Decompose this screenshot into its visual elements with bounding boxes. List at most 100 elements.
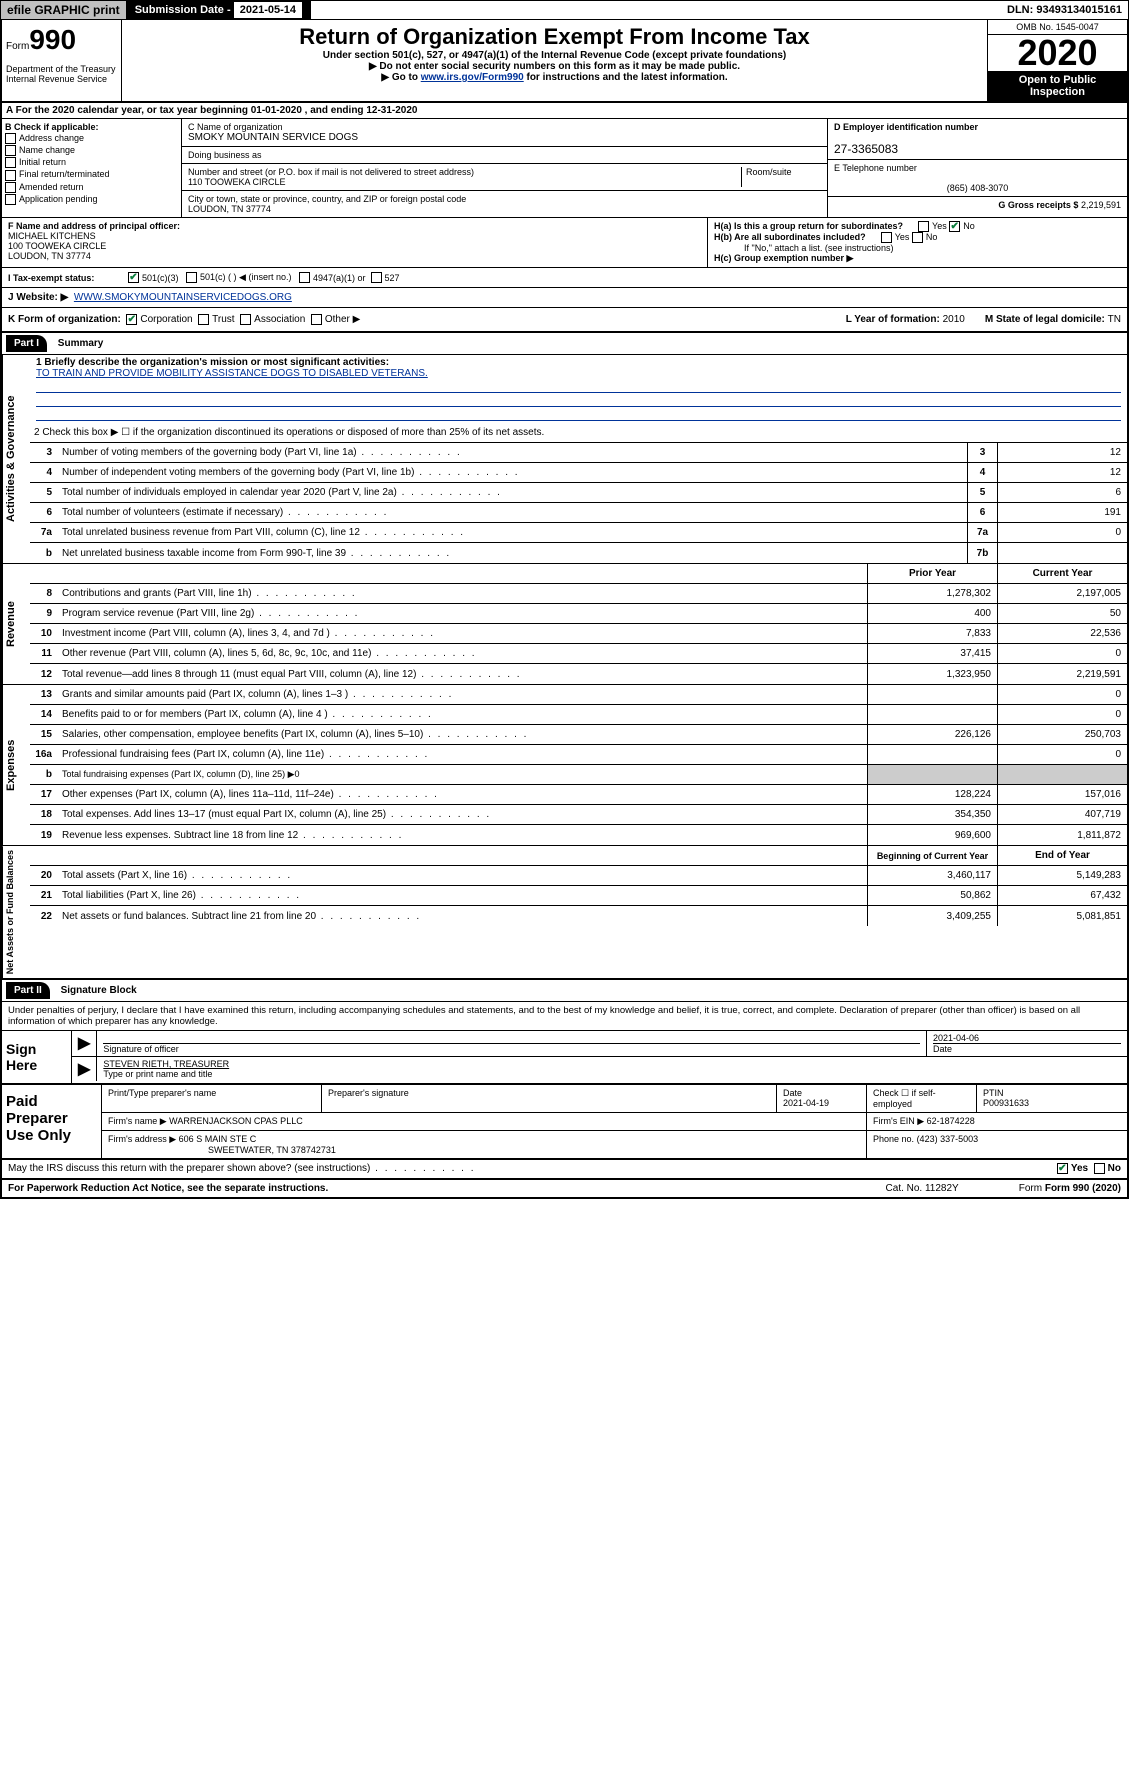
officer-cell: F Name and address of principal officer:… — [2, 218, 707, 267]
line-11: 11Other revenue (Part VIII, column (A), … — [30, 644, 1127, 664]
governance-label: Activities & Governance — [2, 355, 30, 563]
preparer-date-cell: Date2021-04-19 — [777, 1085, 867, 1112]
part1-header: Part I Summary — [0, 333, 1129, 355]
addr-label: Number and street (or P.O. box if mail i… — [188, 167, 474, 177]
firm-ein: 62-1874228 — [927, 1116, 975, 1126]
tax-year: 2020 — [988, 35, 1127, 71]
preparer-sig-hdr: Preparer's signature — [322, 1085, 777, 1112]
preparer-name-hdr: Print/Type preparer's name — [102, 1085, 322, 1112]
line-21: 21Total liabilities (Part X, line 26)50,… — [30, 886, 1127, 906]
cb-other[interactable] — [311, 314, 322, 325]
sig-date: 2021-04-06 — [933, 1033, 979, 1043]
date-hdr: Date — [783, 1088, 802, 1098]
signature-block: Sign Here ▶ Signature of officer 2021-04… — [0, 1030, 1129, 1085]
firm-addr-label: Firm's address ▶ — [108, 1134, 176, 1144]
paid-preparer-block: Paid Preparer Use Only Print/Type prepar… — [0, 1085, 1129, 1160]
org-name: SMOKY MOUNTAIN SERVICE DOGS — [188, 132, 358, 143]
ha-label: H(a) Is this a group return for subordin… — [714, 221, 903, 231]
part1-badge: Part I — [6, 335, 47, 352]
year-formation-label: L Year of formation: — [846, 314, 943, 325]
beginning-year-hdr: Beginning of Current Year — [867, 846, 997, 865]
website-link[interactable]: WWW.SMOKYMOUNTAINSERVICEDOGS.ORG — [74, 292, 292, 303]
revenue-label: Revenue — [2, 564, 30, 684]
cb-initial-return[interactable]: Initial return — [5, 157, 178, 168]
city-label: City or town, state or province, country… — [188, 194, 466, 204]
cb-527[interactable] — [371, 272, 382, 283]
line2-text: 2 Check this box ▶ ☐ if the organization… — [30, 425, 1127, 440]
line-12: 12Total revenue—add lines 8 through 11 (… — [30, 664, 1127, 684]
cb-discuss-yes[interactable] — [1057, 1163, 1068, 1174]
efile-button[interactable]: efile GRAPHIC print — [1, 1, 127, 19]
box-de: D Employer identification number 27-3365… — [827, 119, 1127, 217]
cb-final-return[interactable]: Final return/terminated — [5, 169, 178, 180]
opt-527: 527 — [385, 273, 400, 283]
pra-notice: For Paperwork Reduction Act Notice, see … — [8, 1183, 328, 1194]
sig-date-label: Date — [933, 1043, 1121, 1054]
cb-app-pending[interactable]: Application pending — [5, 194, 178, 205]
cb-discuss-no[interactable] — [1094, 1163, 1105, 1174]
part2-badge: Part II — [6, 982, 50, 999]
cb-501c3[interactable] — [128, 272, 139, 283]
hc-label: H(c) Group exemption number ▶ — [714, 253, 853, 263]
box-b-label: B Check if applicable: — [5, 122, 99, 132]
opt-trust: Trust — [212, 314, 234, 325]
expenses-content: 13Grants and similar amounts paid (Part … — [30, 685, 1127, 845]
form-org-label: K Form of organization: — [8, 314, 121, 325]
line-15: 15Salaries, other compensation, employee… — [30, 725, 1127, 745]
cb-assoc[interactable] — [240, 314, 251, 325]
firm-name: WARRENJACKSON CPAS PLLC — [169, 1116, 303, 1126]
cb-amended[interactable]: Amended return — [5, 182, 178, 193]
org-name-label: C Name of organization — [188, 122, 283, 132]
sign-here-label: Sign Here — [2, 1031, 72, 1083]
firm-name-label: Firm's name ▶ — [108, 1116, 167, 1126]
gross-row: G Gross receipts $ 2,219,591 — [828, 197, 1127, 213]
opt-corp: Corporation — [140, 314, 192, 325]
cb-501c[interactable] — [186, 272, 197, 283]
hb-label: H(b) Are all subordinates included? — [714, 232, 866, 242]
discuss-row: May the IRS discuss this return with the… — [0, 1160, 1129, 1179]
officer-name-cell: STEVEN RIETH, TREASURERType or print nam… — [97, 1057, 1127, 1081]
opt-assoc: Association — [254, 314, 305, 325]
form-subtitle: Under section 501(c), 527, or 4947(a)(1)… — [126, 50, 983, 61]
part2-title: Signature Block — [61, 985, 137, 996]
goto-post: for instructions and the latest informat… — [524, 72, 728, 83]
goto-note: ▶ Go to www.irs.gov/Form990 for instruct… — [126, 72, 983, 83]
firm-name-cell: Firm's name ▶ WARRENJACKSON CPAS PLLC — [102, 1113, 867, 1130]
officer-sig-cell: Signature of officer — [97, 1031, 927, 1056]
officer-addr: 100 TOOWEKA CIRCLE — [8, 241, 106, 251]
row-i: I Tax-exempt status: 501(c)(3) 501(c) ( … — [0, 268, 1129, 288]
form-footer: Form Form 990 (2020) — [1019, 1183, 1121, 1194]
cb-4947[interactable] — [299, 272, 310, 283]
ssn-note: ▶ Do not enter social security numbers o… — [126, 61, 983, 72]
form-990: 990 — [29, 24, 76, 55]
name-title-label: Type or print name and title — [103, 1069, 212, 1079]
discuss-text: May the IRS discuss this return with the… — [8, 1163, 476, 1174]
arrow-icon: ▶ — [72, 1031, 97, 1056]
line-22: 22Net assets or fund balances. Subtract … — [30, 906, 1127, 926]
expenses-section: Expenses 13Grants and similar amounts pa… — [0, 685, 1129, 846]
goto-pre: ▶ Go to — [381, 72, 420, 83]
group-return-cell: H(a) Is this a group return for subordin… — [707, 218, 1127, 267]
part1-title: Summary — [58, 338, 104, 349]
net-assets-content: Beginning of Current Year End of Year 20… — [30, 846, 1127, 978]
gross-value: 2,219,591 — [1081, 200, 1121, 210]
paid-content: Print/Type preparer's name Preparer's si… — [102, 1085, 1127, 1158]
firm-addr2: SWEETWATER, TN 378742731 — [108, 1145, 336, 1155]
dept-treasury: Department of the Treasury Internal Reve… — [6, 56, 126, 84]
cb-trust[interactable] — [198, 314, 209, 325]
cb-address-change[interactable]: Address change — [5, 133, 178, 144]
city-row: City or town, state or province, country… — [182, 191, 827, 217]
entity-grid: B Check if applicable: Address change Na… — [0, 119, 1129, 218]
prior-year-hdr: Prior Year — [867, 564, 997, 583]
irs-link[interactable]: www.irs.gov/Form990 — [421, 72, 524, 83]
dba-label: Doing business as — [188, 150, 262, 160]
firm-phone: (423) 337-5003 — [917, 1134, 979, 1144]
form-title: Return of Organization Exempt From Incom… — [126, 24, 983, 50]
officer-city: LOUDON, TN 37774 — [8, 251, 91, 261]
hb-note: If "No," attach a list. (see instruction… — [714, 243, 1121, 253]
cb-corp[interactable] — [126, 314, 137, 325]
form-header: Form990 Department of the Treasury Inter… — [0, 20, 1129, 103]
end-year-hdr: End of Year — [997, 846, 1127, 865]
cb-name-change[interactable]: Name change — [5, 145, 178, 156]
net-assets-section: Net Assets or Fund Balances Beginning of… — [0, 846, 1129, 980]
